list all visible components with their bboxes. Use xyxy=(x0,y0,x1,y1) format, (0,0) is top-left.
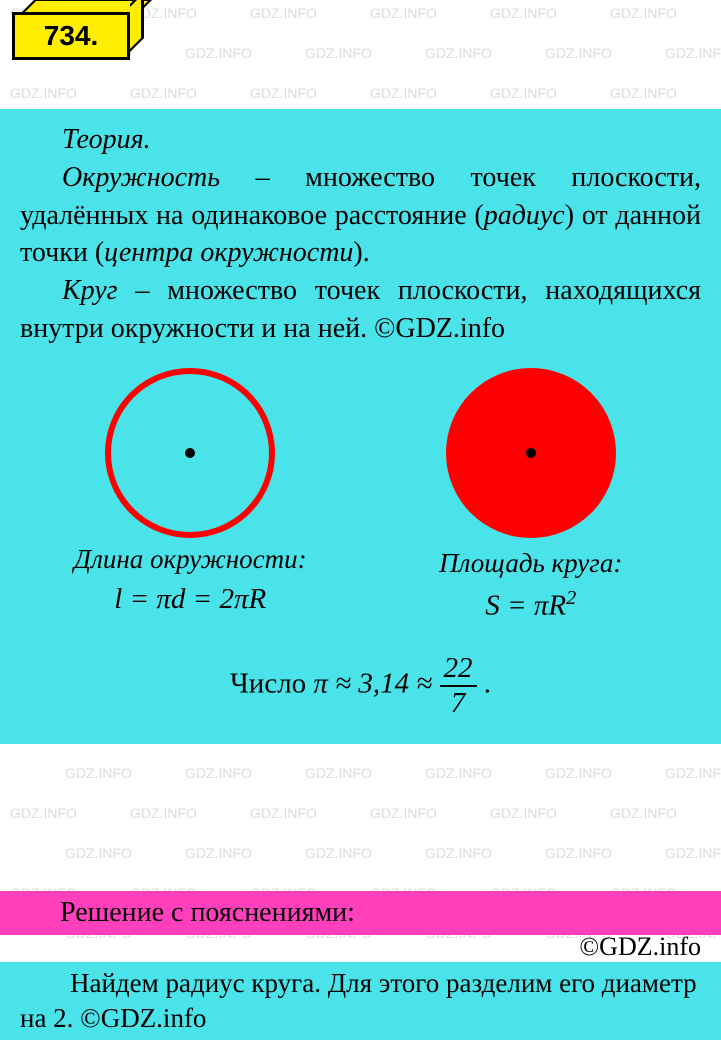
watermark-text: GDZ.INFO xyxy=(370,85,437,101)
term-circle: Окружность xyxy=(62,162,220,193)
copyright-text: ©GDZ.info xyxy=(579,932,701,962)
pi-fraction: 22 7 xyxy=(440,652,477,720)
watermark-text: GDZ.INFO xyxy=(610,805,677,821)
watermark-text: GDZ.INFO xyxy=(610,85,677,101)
watermark-text: GDZ.INFO xyxy=(545,845,612,861)
watermark-text: GDZ.INFO xyxy=(370,5,437,21)
watermark-text: GDZ.INFO xyxy=(545,765,612,781)
pi-approximation: Число π ≈ 3,14 ≈ 22 7 . xyxy=(20,652,701,720)
circle-definition: Окружность – множество точек плоскости, … xyxy=(20,159,701,272)
watermark-text: GDZ.INFO xyxy=(10,85,77,101)
watermark-text: GDZ.INFO xyxy=(370,805,437,821)
watermark-text: GDZ.INFO xyxy=(250,805,317,821)
watermark-text: GDZ.INFO xyxy=(250,5,317,21)
watermark-text: GDZ.INFO xyxy=(490,85,557,101)
watermark-text: GDZ.INFO xyxy=(490,805,557,821)
disk-definition: Круг – множество точек плоскости, находя… xyxy=(20,272,701,348)
watermark-text: GDZ.INFO xyxy=(10,805,77,821)
watermark-text: GDZ.INFO xyxy=(130,805,197,821)
watermark-text: GDZ.INFO xyxy=(425,845,492,861)
badge-front-face: 734. xyxy=(12,12,130,60)
watermark-text: GDZ.INFO xyxy=(130,85,197,101)
watermark-text: GDZ.INFO xyxy=(250,85,317,101)
circle-outline-icon xyxy=(105,368,275,538)
watermark-text: GDZ.INFO xyxy=(490,5,557,21)
term-radius: радиус xyxy=(484,200,565,231)
watermark-text: GDZ.INFO xyxy=(65,845,132,861)
circumference-formula: l = πd = 2πR xyxy=(27,583,354,616)
watermark-text: GDZ.INFO xyxy=(425,765,492,781)
term-center: центра окружности xyxy=(104,237,353,268)
solution-header: Решение с пояснениями: xyxy=(0,891,721,935)
term-disk: Круг xyxy=(62,275,118,306)
watermark-text: GDZ.INFO xyxy=(665,45,721,61)
watermark-text: GDZ.INFO xyxy=(185,45,252,61)
watermark-text: GDZ.INFO xyxy=(185,845,252,861)
badge-side-face xyxy=(130,0,144,52)
solution-body: Найдем радиус круга. Для этого разделим … xyxy=(0,962,721,1040)
diagrams-row: Длина окружности: l = πd = 2πR Площадь к… xyxy=(20,368,701,623)
center-dot-icon xyxy=(185,448,195,458)
watermark-text: GDZ.INFO xyxy=(305,845,372,861)
area-label: Площадь круга: xyxy=(367,548,694,579)
watermark-text: GDZ.INFO xyxy=(425,45,492,61)
watermark-text: GDZ.INFO xyxy=(305,765,372,781)
circumference-label: Длина окружности: xyxy=(27,544,354,575)
center-dot-icon xyxy=(526,448,536,458)
circumference-diagram: Длина окружности: l = πd = 2πR xyxy=(27,368,354,616)
watermark-text: GDZ.INFO xyxy=(610,5,677,21)
watermark-text: GDZ.INFO xyxy=(665,845,721,861)
exercise-badge: 734. xyxy=(12,12,130,60)
area-diagram: Площадь круга: S = πR2 xyxy=(367,368,694,623)
theory-title: Теория. xyxy=(20,121,701,159)
badge-number: 734. xyxy=(44,20,99,52)
watermark-text: GDZ.INFO xyxy=(305,45,372,61)
circle-filled-icon xyxy=(446,368,616,538)
theory-text: Теория. Окружность – множество точек пло… xyxy=(20,121,701,348)
area-formula: S = πR2 xyxy=(367,587,694,623)
theory-section: Теория. Окружность – множество точек пло… xyxy=(0,109,721,744)
watermark-text: GDZ.INFO xyxy=(545,45,612,61)
watermark-text: GDZ.INFO xyxy=(665,765,721,781)
watermark-text: GDZ.INFO xyxy=(65,765,132,781)
watermark-text: GDZ.INFO xyxy=(185,765,252,781)
